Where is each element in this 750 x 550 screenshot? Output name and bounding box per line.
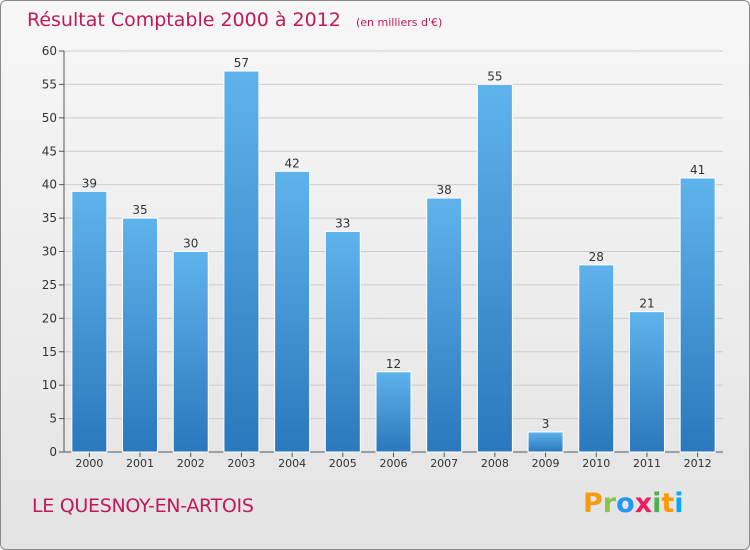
x-tick-label: 2012 [684,457,712,470]
y-tick-label: 10 [42,378,57,392]
bar-value-label: 12 [386,357,401,371]
bar-2000 [71,190,108,453]
logo-letter: x [634,488,653,519]
bar-2008 [476,83,513,453]
y-tick-label: 35 [42,211,57,225]
x-tick-label: 2004 [278,457,306,470]
y-tick-label: 40 [42,178,57,192]
x-tick-label: 2008 [481,457,509,470]
logo-letter: i [674,488,684,519]
bar-2012 [679,177,716,453]
bar-value-label: 3 [542,417,550,431]
x-tick-label: 2009 [532,457,560,470]
bar-2010 [578,264,615,453]
bar-value-label: 33 [335,216,350,230]
bar-2002 [172,251,209,453]
x-tick-label: 2002 [177,457,205,470]
y-tick-label: 60 [42,44,57,58]
bar-value-label: 38 [437,183,452,197]
bar-layer [71,70,716,453]
bar-2003 [223,70,260,453]
bar-value-label: 35 [132,203,147,217]
bar-value-label: 55 [487,69,502,83]
bar-2005 [324,230,361,453]
y-tick-label: 15 [42,345,57,359]
bar-2009 [527,431,564,453]
chart-subtitle: (en milliers d'€) [355,16,443,29]
logo-letter: t [661,488,675,519]
x-tick-label: 2005 [329,457,357,470]
bar-2011 [628,311,665,453]
bar-2006 [375,371,412,453]
bar-2004 [274,170,311,453]
x-tick-label: 2003 [227,457,255,470]
logo-letter: P [583,488,603,519]
y-tick-label: 25 [42,278,57,292]
chart-title-block: Résultat Comptable 2000 à 2012 (en milli… [27,9,442,31]
y-tick-label: 55 [42,77,57,91]
chart-title: Résultat Comptable 2000 à 2012 [27,9,341,31]
bar-2001 [122,217,159,453]
y-tick-label: 50 [42,111,57,125]
label-layer: 39 2000 35 2001 30 2002 57 2003 42 2004 33 2005 12 20… [75,56,711,470]
bar-value-label: 21 [639,297,654,311]
x-tick-label: 2006 [380,457,408,470]
x-tick-label: 2001 [126,457,154,470]
bar-value-label: 57 [234,56,249,70]
logo-letter: i [652,488,662,519]
bar-value-label: 39 [82,176,97,190]
bar-value-label: 28 [589,250,604,264]
bar-value-label: 41 [690,163,705,177]
x-tick-label: 2007 [430,457,458,470]
y-tick-label: 0 [49,445,57,459]
bar-value-label: 42 [284,156,299,170]
x-tick-label: 2000 [75,457,103,470]
commune-name: LE QUESNOY-EN-ARTOIS [32,495,254,517]
y-tick-label: 5 [49,412,57,426]
proxiti-logo: Proxiti [583,488,684,519]
logo-letter: r [602,488,617,519]
y-tick-label: 30 [42,245,57,259]
y-tick-label: 45 [42,144,57,158]
logo-letter: o [616,488,635,519]
y-tick-label: 20 [42,311,57,325]
bar-2007 [426,197,463,453]
bar-value-label: 30 [183,237,198,251]
x-tick-label: 2010 [582,457,610,470]
x-tick-label: 2011 [633,457,661,470]
